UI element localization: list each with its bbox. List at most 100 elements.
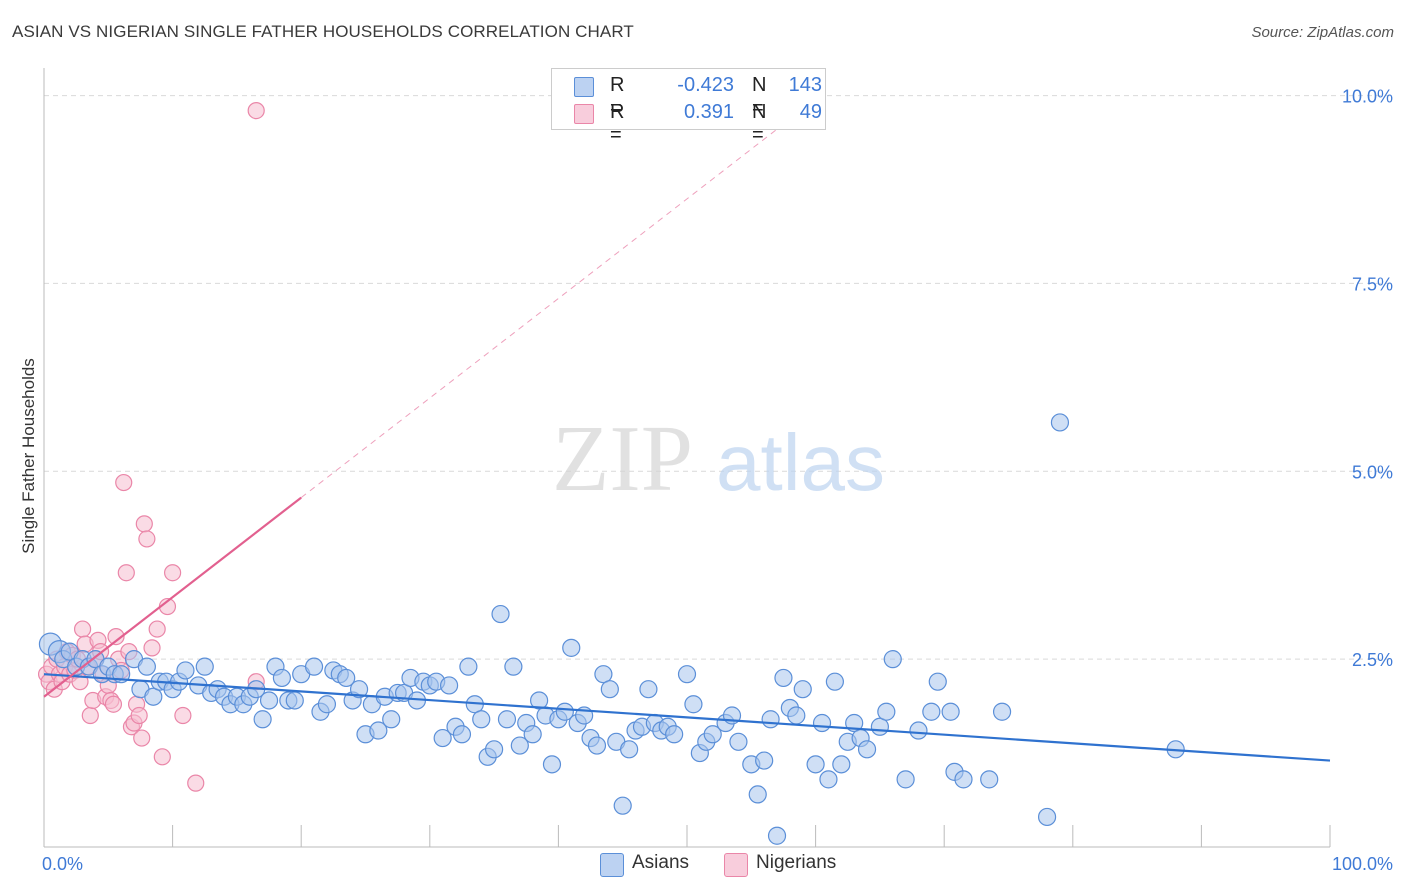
- chart-source: Source: ZipAtlas.com: [1251, 24, 1394, 41]
- r-label: R =: [610, 74, 625, 119]
- asian-point-127: [928, 672, 947, 691]
- nigerian-point-42: [153, 748, 171, 766]
- asians-legend-label: Asians: [632, 852, 690, 873]
- nigerian-point-40: [143, 639, 161, 657]
- nigerian-point-37: [133, 729, 151, 747]
- r-value: -0.423: [677, 74, 734, 96]
- asian-point-75: [542, 755, 562, 774]
- asian-point-112: [806, 755, 825, 774]
- asian-point-102: [729, 732, 748, 751]
- watermark: ZIP atlas: [552, 407, 885, 511]
- asian-point-70: [510, 736, 529, 755]
- asians-legend-swatch: [600, 853, 624, 877]
- asian-point-36: [285, 691, 304, 710]
- asian-point-20: [176, 661, 195, 680]
- grid-lines: [44, 95, 1392, 660]
- asian-point-96: [684, 695, 703, 714]
- asian-point-116: [832, 755, 851, 774]
- asian-point-130: [954, 770, 973, 789]
- y-tick-label-1: 5.0%: [1352, 462, 1393, 482]
- nigerian-point-45: [174, 706, 192, 725]
- asian-point-31: [253, 710, 272, 729]
- n-value: 143: [788, 74, 822, 96]
- asian-point-40: [317, 695, 337, 714]
- nigerian-point-31: [117, 564, 135, 582]
- nigerians-legend-label: Nigerians: [756, 852, 837, 873]
- nigerian-point-26: [104, 695, 123, 713]
- nigerians-trend-line: [43, 496, 302, 698]
- asian-point-133: [1037, 807, 1057, 827]
- asian-point-111: [793, 680, 812, 699]
- asian-point-123: [883, 650, 902, 669]
- asian-point-110: [787, 706, 806, 725]
- asian-point-59: [439, 676, 459, 695]
- asians-swatch: [574, 77, 594, 97]
- r-label: R =: [610, 101, 625, 146]
- asian-point-107: [767, 826, 787, 845]
- asian-point-66: [485, 740, 504, 759]
- asian-point-126: [922, 702, 941, 721]
- asian-point-15: [144, 687, 163, 706]
- n-label: N =: [752, 74, 767, 119]
- asian-point-90: [639, 680, 658, 699]
- asian-point-22: [195, 657, 214, 676]
- n-label: N =: [752, 101, 767, 146]
- asians-trend-line: [43, 673, 1331, 762]
- nigerian-point-39: [138, 530, 156, 548]
- chart-title: ASIAN VS NIGERIAN SINGLE FATHER HOUSEHOL…: [12, 22, 634, 41]
- asian-point-84: [600, 680, 619, 699]
- asian-point-106: [761, 710, 780, 729]
- nigerian-point-41: [148, 620, 166, 638]
- asian-point-108: [774, 668, 793, 688]
- asian-point-14: [137, 657, 156, 676]
- y-tick-label-3: 10.0%: [1342, 87, 1393, 107]
- asian-point-58: [433, 728, 452, 748]
- nigerian-point-44: [164, 564, 182, 582]
- asian-point-134: [1050, 413, 1070, 432]
- nigerian-point-38: [135, 515, 153, 533]
- nigerian-point-30: [115, 473, 133, 492]
- nigerian-point-36: [130, 706, 148, 725]
- asian-point-67: [491, 604, 510, 624]
- n-value: 49: [799, 101, 822, 123]
- trend-lines: [43, 98, 1331, 762]
- asian-point-124: [896, 770, 915, 789]
- r-value: 0.391: [683, 101, 734, 123]
- asian-point-115: [825, 672, 844, 691]
- x-tick-label-1: 100.0%: [1332, 854, 1393, 874]
- asian-point-78: [562, 638, 581, 657]
- nigerian-point-48: [247, 101, 265, 120]
- asian-point-105: [755, 751, 774, 770]
- tick-labels: 2.5% 5.0% 7.5% 10.0% 0.0% 100.0%: [42, 87, 1393, 874]
- asian-point-122: [877, 702, 896, 721]
- asian-point-62: [459, 657, 478, 676]
- asian-point-38: [304, 657, 324, 676]
- asian-point-68: [497, 710, 517, 729]
- asian-point-45: [349, 680, 369, 699]
- asian-point-32: [259, 691, 279, 710]
- asian-point-61: [452, 725, 472, 744]
- x-tick-label-0: 0.0%: [42, 854, 83, 874]
- asian-point-120: [857, 740, 877, 759]
- watermark-atlas: atlas: [716, 418, 885, 507]
- asian-point-113: [812, 713, 832, 733]
- nigerian-point-14: [73, 620, 92, 638]
- y-axis-label: Single Father Households: [19, 358, 38, 554]
- asian-point-69: [504, 657, 523, 676]
- asian-point-82: [587, 736, 607, 755]
- asian-point-72: [523, 725, 542, 744]
- nigerian-point-17: [81, 706, 99, 725]
- watermark-zip: ZIP: [552, 407, 693, 511]
- asian-point-64: [472, 710, 491, 729]
- asian-point-77: [555, 702, 574, 721]
- y-tick-label-2: 7.5%: [1352, 274, 1393, 294]
- asian-point-86: [613, 796, 632, 815]
- asian-point-132: [992, 702, 1012, 721]
- asian-point-114: [819, 770, 838, 789]
- nigerian-point-27: [107, 627, 125, 646]
- asian-point-48: [369, 721, 388, 740]
- asian-point-50: [382, 710, 401, 729]
- asian-point-94: [665, 725, 684, 744]
- asian-point-34: [272, 668, 292, 688]
